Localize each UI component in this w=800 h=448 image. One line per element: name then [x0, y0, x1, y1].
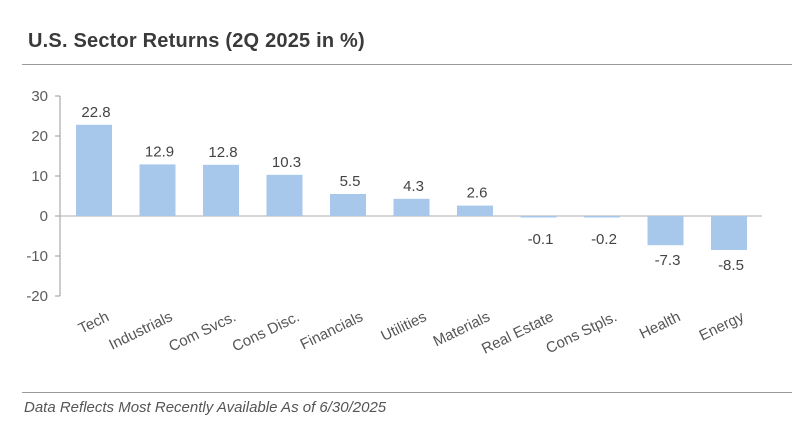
y-tick-label: -20: [26, 288, 48, 305]
bar-industrials: [139, 164, 176, 216]
bar-cons-disc: [266, 174, 303, 216]
category-label: Tech: [76, 308, 112, 337]
chart-title: U.S. Sector Returns (2Q 2025 in %): [28, 30, 365, 52]
chart-bars: [76, 124, 747, 250]
footer-divider: [22, 392, 792, 393]
data-label: 2.6: [467, 185, 488, 202]
chart-labels: 22.8 Tech 12.9 Industrials 12.8 Com Svcs. 10.3…: [76, 104, 747, 358]
data-label: 4.3: [403, 178, 424, 195]
category-label: Financials: [298, 308, 366, 353]
category-label: Cons Disc.: [230, 308, 303, 355]
data-label: 10.3: [272, 154, 301, 171]
y-tick-label: -10: [26, 248, 48, 265]
y-tick-label: 0: [40, 208, 48, 225]
category-label: Energy: [697, 308, 748, 344]
y-tick-label: 20: [31, 128, 48, 145]
data-label: -8.5: [718, 257, 744, 274]
bar-health: [647, 216, 684, 246]
bar-utilities: [393, 198, 430, 216]
bar-financials: [330, 194, 366, 216]
data-label: 5.5: [340, 173, 361, 190]
title-divider: [22, 64, 792, 65]
data-label: 22.8: [81, 104, 110, 121]
category-label: Utilities: [378, 308, 429, 344]
y-tick-label: 30: [31, 88, 48, 105]
bar-chart: 30 20 10 0 -10 -20 22.8 Tech 12.9 Industrials 12.…: [26, 88, 762, 358]
chart-axes: 30 20 10 0 -10 -20: [26, 88, 762, 305]
data-label: -7.3: [655, 252, 681, 269]
bar-cons-stpls: [584, 216, 620, 218]
category-label: Health: [637, 308, 683, 342]
bar-energy: [711, 216, 747, 250]
bar-real-estate: [520, 216, 557, 218]
bar-materials: [457, 205, 493, 216]
bar-com-svcs: [203, 164, 239, 216]
category-label: Cons Stpls.: [543, 308, 619, 357]
data-label: -0.1: [528, 231, 554, 248]
bar-tech: [76, 124, 112, 216]
data-label: 12.9: [145, 143, 174, 160]
y-tick-label: 10: [31, 168, 48, 185]
category-label: Real Estate: [479, 308, 556, 357]
footnote: Data Reflects Most Recently Available As…: [24, 399, 387, 416]
category-label: Industrials: [106, 308, 175, 353]
data-label: -0.2: [591, 231, 617, 248]
category-label: Com Svcs.: [166, 308, 239, 355]
data-label: 12.8: [208, 144, 237, 161]
